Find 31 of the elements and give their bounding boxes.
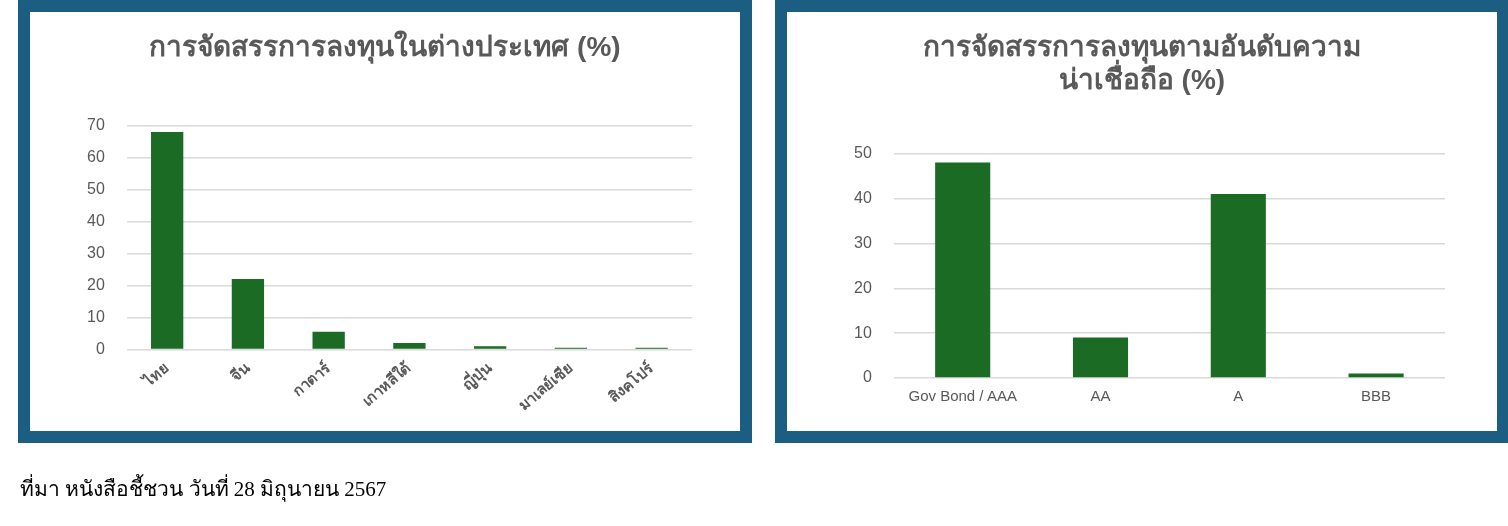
bar xyxy=(1072,337,1129,378)
y-tick-label: 20 xyxy=(87,275,105,293)
y-tick-label: 60 xyxy=(87,147,105,165)
bar xyxy=(312,331,345,349)
chart-title: การจัดสรรการลงทุนในต่างประเทศ (%) xyxy=(148,30,622,63)
y-tick-label: 50 xyxy=(87,179,105,197)
bar xyxy=(151,132,184,349)
y-tick-label: 20 xyxy=(854,278,872,296)
x-tick-label: A xyxy=(1233,387,1244,405)
x-tick-label: Gov Bond / AAA xyxy=(908,387,1017,405)
y-tick-label: 40 xyxy=(87,211,105,229)
bar xyxy=(1210,193,1266,378)
y-tick-label: 10 xyxy=(87,307,105,325)
y-tick-label: 40 xyxy=(854,188,872,206)
bar xyxy=(393,343,426,349)
x-tick-label: จีน xyxy=(227,358,254,385)
bar xyxy=(473,346,507,349)
x-tick-label: ไทย xyxy=(137,358,172,391)
chart-title: การจัดสรรการลงทุนตามอันดับความน่าเชื่อถือ (%) xyxy=(922,30,1362,96)
bar xyxy=(231,279,265,349)
y-tick-label: 0 xyxy=(95,339,105,357)
text: ที่มา หนังสือชี้ชวน วันที่ 28 มิถุนายน 2567 xyxy=(20,473,387,504)
y-tick-label: 50 xyxy=(854,144,872,162)
y-tick-label: 70 xyxy=(87,116,105,134)
x-tick-label: BBB xyxy=(1361,387,1392,405)
bar xyxy=(935,162,991,378)
y-tick-label: 10 xyxy=(854,323,872,341)
y-tick-label: 30 xyxy=(87,243,105,261)
x-tick-label: AA xyxy=(1090,387,1111,405)
y-tick-label: 30 xyxy=(854,233,872,251)
y-tick-label: 0 xyxy=(862,368,872,386)
